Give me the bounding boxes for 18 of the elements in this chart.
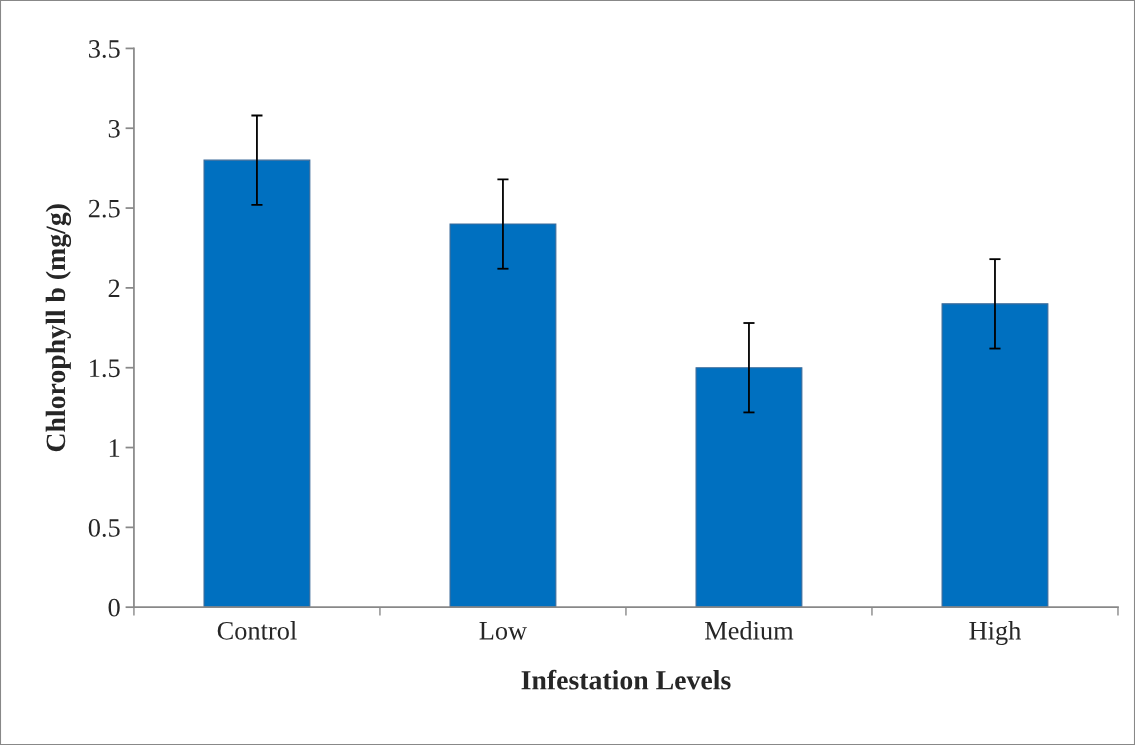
x-tick-label: Control — [217, 621, 297, 640]
bar — [449, 223, 557, 608]
y-tick-label: 1.5 — [90, 359, 120, 378]
x-axis-title: Infestation Levels — [521, 669, 731, 690]
y-tick-label: 2.5 — [88, 199, 120, 218]
bar — [695, 367, 803, 608]
x-tick-label: High — [969, 621, 1022, 646]
x-tick-label: Low — [479, 622, 528, 640]
y-tick-label: 0 — [108, 598, 120, 617]
y-tick-label: 3 — [108, 119, 120, 138]
y-tick-label: 2 — [108, 279, 120, 298]
y-tick-label: 1 — [109, 439, 120, 457]
y-tick-label: 0.5 — [88, 518, 120, 537]
bar — [941, 303, 1049, 608]
x-tick-label: Medium — [705, 621, 794, 640]
bar — [203, 159, 311, 608]
y-tick-label: 3.5 — [89, 40, 120, 58]
y-axis-title: Chlorophyll b (mg/g) — [45, 204, 72, 452]
